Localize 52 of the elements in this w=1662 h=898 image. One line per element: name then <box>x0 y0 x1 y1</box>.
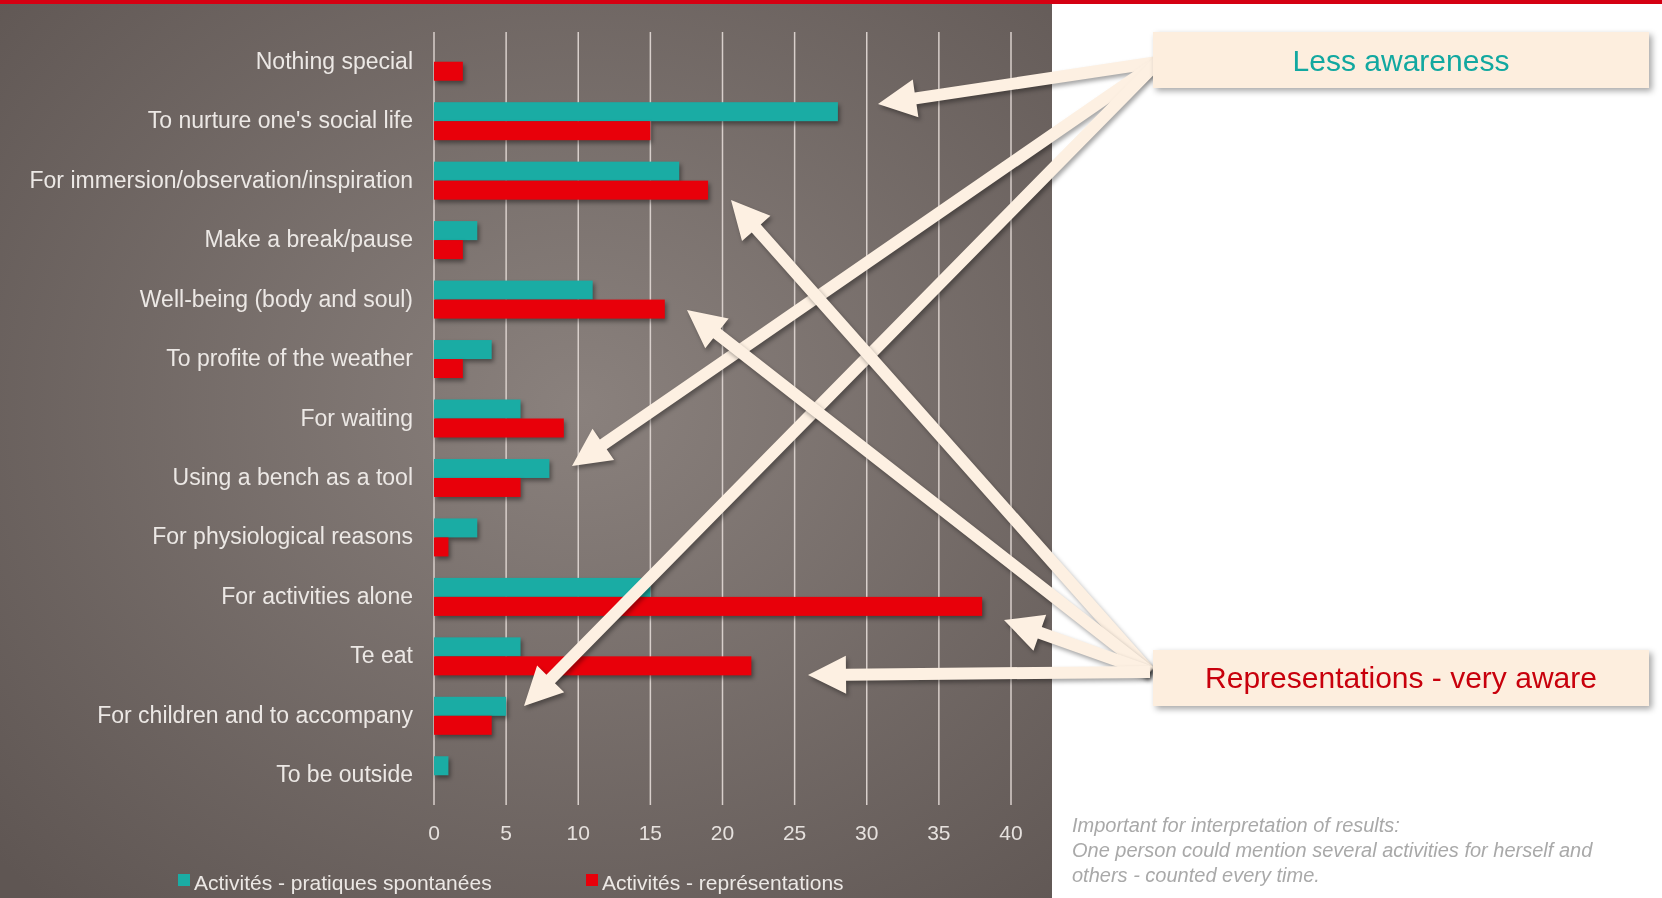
bar <box>434 756 449 776</box>
text: Less awareness <box>1292 44 1510 77</box>
y-tick-label: For physiological reasons <box>152 523 413 550</box>
y-tick-label: To be outside <box>276 761 413 788</box>
bar <box>434 299 665 319</box>
y-tick-label: Te eat <box>350 642 414 669</box>
bar <box>434 340 492 360</box>
x-tick-label: 30 <box>855 821 879 844</box>
y-tick-label: For waiting <box>300 404 413 431</box>
bar <box>434 477 521 497</box>
bar <box>434 418 564 438</box>
bar <box>434 577 651 597</box>
bar <box>434 596 983 616</box>
x-tick-label: 5 <box>500 821 512 844</box>
y-tick-label: Make a break/pause <box>204 226 413 253</box>
x-tick-label: 20 <box>710 821 735 844</box>
bar <box>434 61 463 81</box>
bar <box>434 121 651 141</box>
bar <box>434 399 521 419</box>
bar <box>434 280 593 300</box>
bar <box>434 696 507 716</box>
bar <box>434 637 521 657</box>
x-tick-label: 35 <box>927 821 951 844</box>
bar <box>434 221 478 241</box>
legend-label: Activités - pratiques spontanées <box>194 871 492 894</box>
bar <box>434 537 449 557</box>
y-tick-label: For children and to accompany <box>97 701 414 728</box>
x-tick-label: 10 <box>566 821 590 844</box>
x-tick-label: 0 <box>428 821 440 844</box>
x-tick-label: 40 <box>999 821 1023 844</box>
legend-label: Activités - représentations <box>602 871 844 894</box>
y-tick-label: To profite of the weather <box>166 345 414 372</box>
y-tick-label: Nothing special <box>255 47 413 74</box>
bar <box>434 518 478 538</box>
bar <box>434 458 550 478</box>
bar <box>434 240 463 260</box>
bar <box>434 180 709 200</box>
text: One person could mention several activities for herself and others - counted every time. <box>1072 839 1594 886</box>
y-tick-label: For immersion/observation/inspiration <box>29 166 413 193</box>
bar <box>434 715 492 735</box>
bar <box>434 359 463 379</box>
y-tick-label: Using a bench as a tool <box>172 463 413 490</box>
x-tick-label: 25 <box>782 821 807 844</box>
bar <box>434 102 838 122</box>
x-tick-label: 15 <box>638 821 663 844</box>
text: Important for interpretation of results: <box>1072 814 1400 836</box>
bar <box>434 161 680 181</box>
bar <box>434 656 752 676</box>
y-tick-label: To nurture one's social life <box>147 107 413 134</box>
y-tick-label: Well-being (body and soul) <box>139 285 413 312</box>
text: Representations - very aware <box>1205 661 1597 694</box>
y-tick-label: For activities alone <box>221 582 413 609</box>
